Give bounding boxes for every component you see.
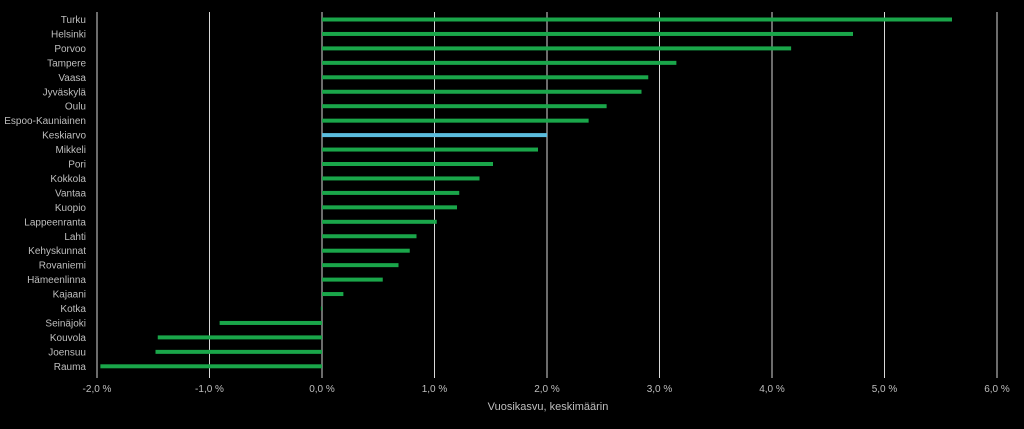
bar-kouvola: [157, 335, 322, 340]
bar-kehyskunnat: [322, 248, 410, 253]
category-label: Hämeenlinna: [27, 275, 86, 286]
x-tick-label: 6,0 %: [984, 384, 1010, 395]
category-label: Kouvola: [50, 333, 87, 344]
category-label: Turku: [61, 15, 86, 26]
bar-lahti: [322, 234, 417, 239]
x-tick-label: 4,0 %: [759, 384, 785, 395]
x-tick-label: 0,0 %: [309, 384, 335, 395]
bar-porvoo: [322, 46, 792, 51]
x-axis-title: Vuosikasvu, keskimäärin: [488, 401, 609, 413]
bar-espoo-kauniainen: [322, 118, 589, 123]
x-tick-label: 1,0 %: [422, 384, 448, 395]
bar-tampere: [322, 60, 677, 65]
category-label: Seinäjoki: [45, 318, 86, 329]
category-label: Joensuu: [48, 347, 86, 358]
bar-keskiarvo: [322, 133, 547, 138]
grid-lines: [96, 12, 998, 378]
category-label: Helsinki: [51, 29, 86, 40]
x-tick-label: -1,0 %: [195, 384, 224, 395]
bar-hämeenlinna: [322, 277, 383, 282]
category-label: Mikkeli: [55, 145, 86, 156]
bar-rauma: [100, 364, 322, 369]
bar-kuopio: [322, 205, 457, 210]
category-label: Lappeenranta: [24, 217, 86, 228]
bar-lappeenranta: [322, 219, 437, 224]
x-axis-ticks: -2,0 % -1,0 % 0,0 % 1,0 % 2,0 % 3,0 % 4,0 % 5,0…: [83, 384, 1010, 395]
category-label: Pori: [68, 160, 86, 171]
bar-helsinki: [322, 31, 853, 36]
bar-kajaani: [322, 292, 344, 297]
category-label: Kuopio: [55, 203, 87, 214]
category-label: Lahti: [64, 232, 86, 243]
bar-jyväskylä: [322, 89, 642, 94]
x-tick-label: 3,0 %: [647, 384, 673, 395]
category-labels: Turku Helsinki Porvoo Tampere Vaasa Jyväskylä…: [4, 15, 86, 373]
bar-rovaniemi: [322, 263, 399, 268]
category-label: Kajaani: [53, 290, 86, 301]
category-label: Rovaniemi: [39, 261, 86, 272]
bar-joensuu: [155, 349, 322, 354]
category-label: Jyväskylä: [43, 87, 87, 98]
bar-vantaa: [322, 190, 460, 195]
bar-seinäjoki: [219, 320, 322, 325]
bar-mikkeli: [322, 147, 538, 152]
bar-kotka: [320, 306, 322, 311]
category-label: Oulu: [65, 102, 86, 113]
x-tick-label: 5,0 %: [872, 384, 898, 395]
bar-kokkola: [322, 176, 480, 181]
category-label: Rauma: [54, 362, 87, 373]
bar-oulu: [322, 104, 607, 109]
bars: [100, 17, 952, 369]
x-tick-label: -2,0 %: [83, 384, 112, 395]
category-label: Vaasa: [58, 73, 86, 84]
category-label: Porvoo: [54, 44, 86, 55]
category-label: Espoo-Kauniainen: [4, 116, 86, 127]
category-label: Kehyskunnat: [28, 246, 86, 257]
category-label: Keskiarvo: [42, 131, 86, 142]
x-tick-label: 2,0 %: [534, 384, 560, 395]
bar-pori: [322, 162, 493, 166]
category-label: Vantaa: [55, 188, 86, 199]
category-label: Kotka: [60, 304, 86, 315]
category-label: Tampere: [47, 58, 86, 69]
bar-vaasa: [322, 75, 649, 80]
category-label: Kokkola: [50, 174, 86, 185]
bar-turku: [322, 17, 952, 22]
